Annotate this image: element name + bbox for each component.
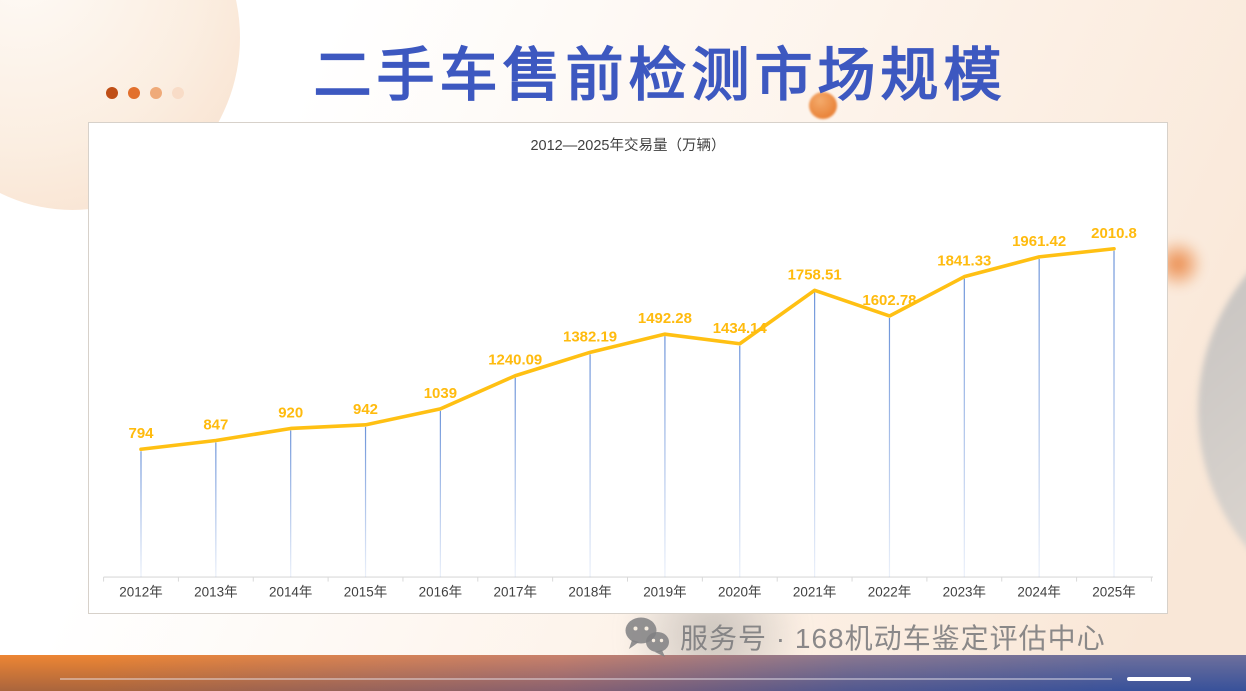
x-axis-label: 2018年 (568, 585, 611, 600)
data-label: 847 (203, 417, 228, 434)
x-axis-label: 2022年 (868, 585, 911, 600)
data-label: 942 (353, 401, 378, 418)
data-label: 1039 (424, 385, 457, 402)
x-axis-label: 2012年 (119, 585, 162, 600)
footer-dash-decoration (1127, 677, 1191, 681)
footer-bar (0, 655, 1246, 691)
data-label: 1382.19 (563, 328, 617, 345)
wechat-icon (625, 617, 669, 657)
x-axis-label: 2024年 (1017, 585, 1060, 600)
dot-2 (128, 87, 140, 99)
watermark: 服务号 · 168机动车鉴定评估中心 (624, 616, 1106, 658)
footer-line-decoration (60, 678, 1112, 680)
x-axis-label: 2013年 (194, 585, 237, 600)
x-axis-label: 2020年 (718, 585, 761, 600)
dot-4 (172, 87, 184, 99)
data-label: 1602.78 (862, 292, 916, 309)
data-label: 1841.33 (937, 253, 991, 270)
data-label: 2010.8 (1091, 225, 1137, 242)
x-axis-label: 2019年 (643, 585, 686, 600)
line-chart: 794 847 920 942 1039 1240.09 1382.19 1492.28 143… (103, 225, 1153, 600)
x-axis-label: 2015年 (344, 585, 387, 600)
data-label: 794 (129, 425, 155, 442)
x-axis-label: 2017年 (494, 585, 537, 600)
dot-1 (106, 87, 118, 99)
orange-ball-decoration (809, 92, 837, 119)
title-dots (106, 87, 184, 99)
x-axis-label: 2023年 (943, 585, 986, 600)
watermark-text: 服务号 · 168机动车鉴定评估中心 (680, 623, 1106, 654)
data-label: 1961.42 (1012, 233, 1066, 250)
chart-title: 2012—2025年交易量（万辆） (530, 138, 726, 154)
gray-sphere-decoration (1198, 196, 1246, 626)
data-label: 1758.51 (788, 266, 842, 283)
data-label: 1492.28 (638, 310, 692, 327)
x-axis-label: 2021年 (793, 585, 836, 600)
x-axis-label: 2014年 (269, 585, 312, 600)
data-label: 1434.14 (713, 320, 768, 337)
dot-3 (150, 87, 162, 99)
data-label: 920 (278, 404, 303, 421)
x-axis-label: 2025年 (1092, 585, 1135, 600)
chart-line (139, 246, 1116, 452)
slide-title: 二手车售前检测市场规模 (313, 43, 1007, 108)
x-axis-label: 2016年 (419, 585, 462, 600)
data-label: 1240.09 (488, 352, 542, 369)
chart-panel: 2012—2025年交易量（万辆） 794 847 920 942 1039 1240.0… (88, 122, 1168, 614)
